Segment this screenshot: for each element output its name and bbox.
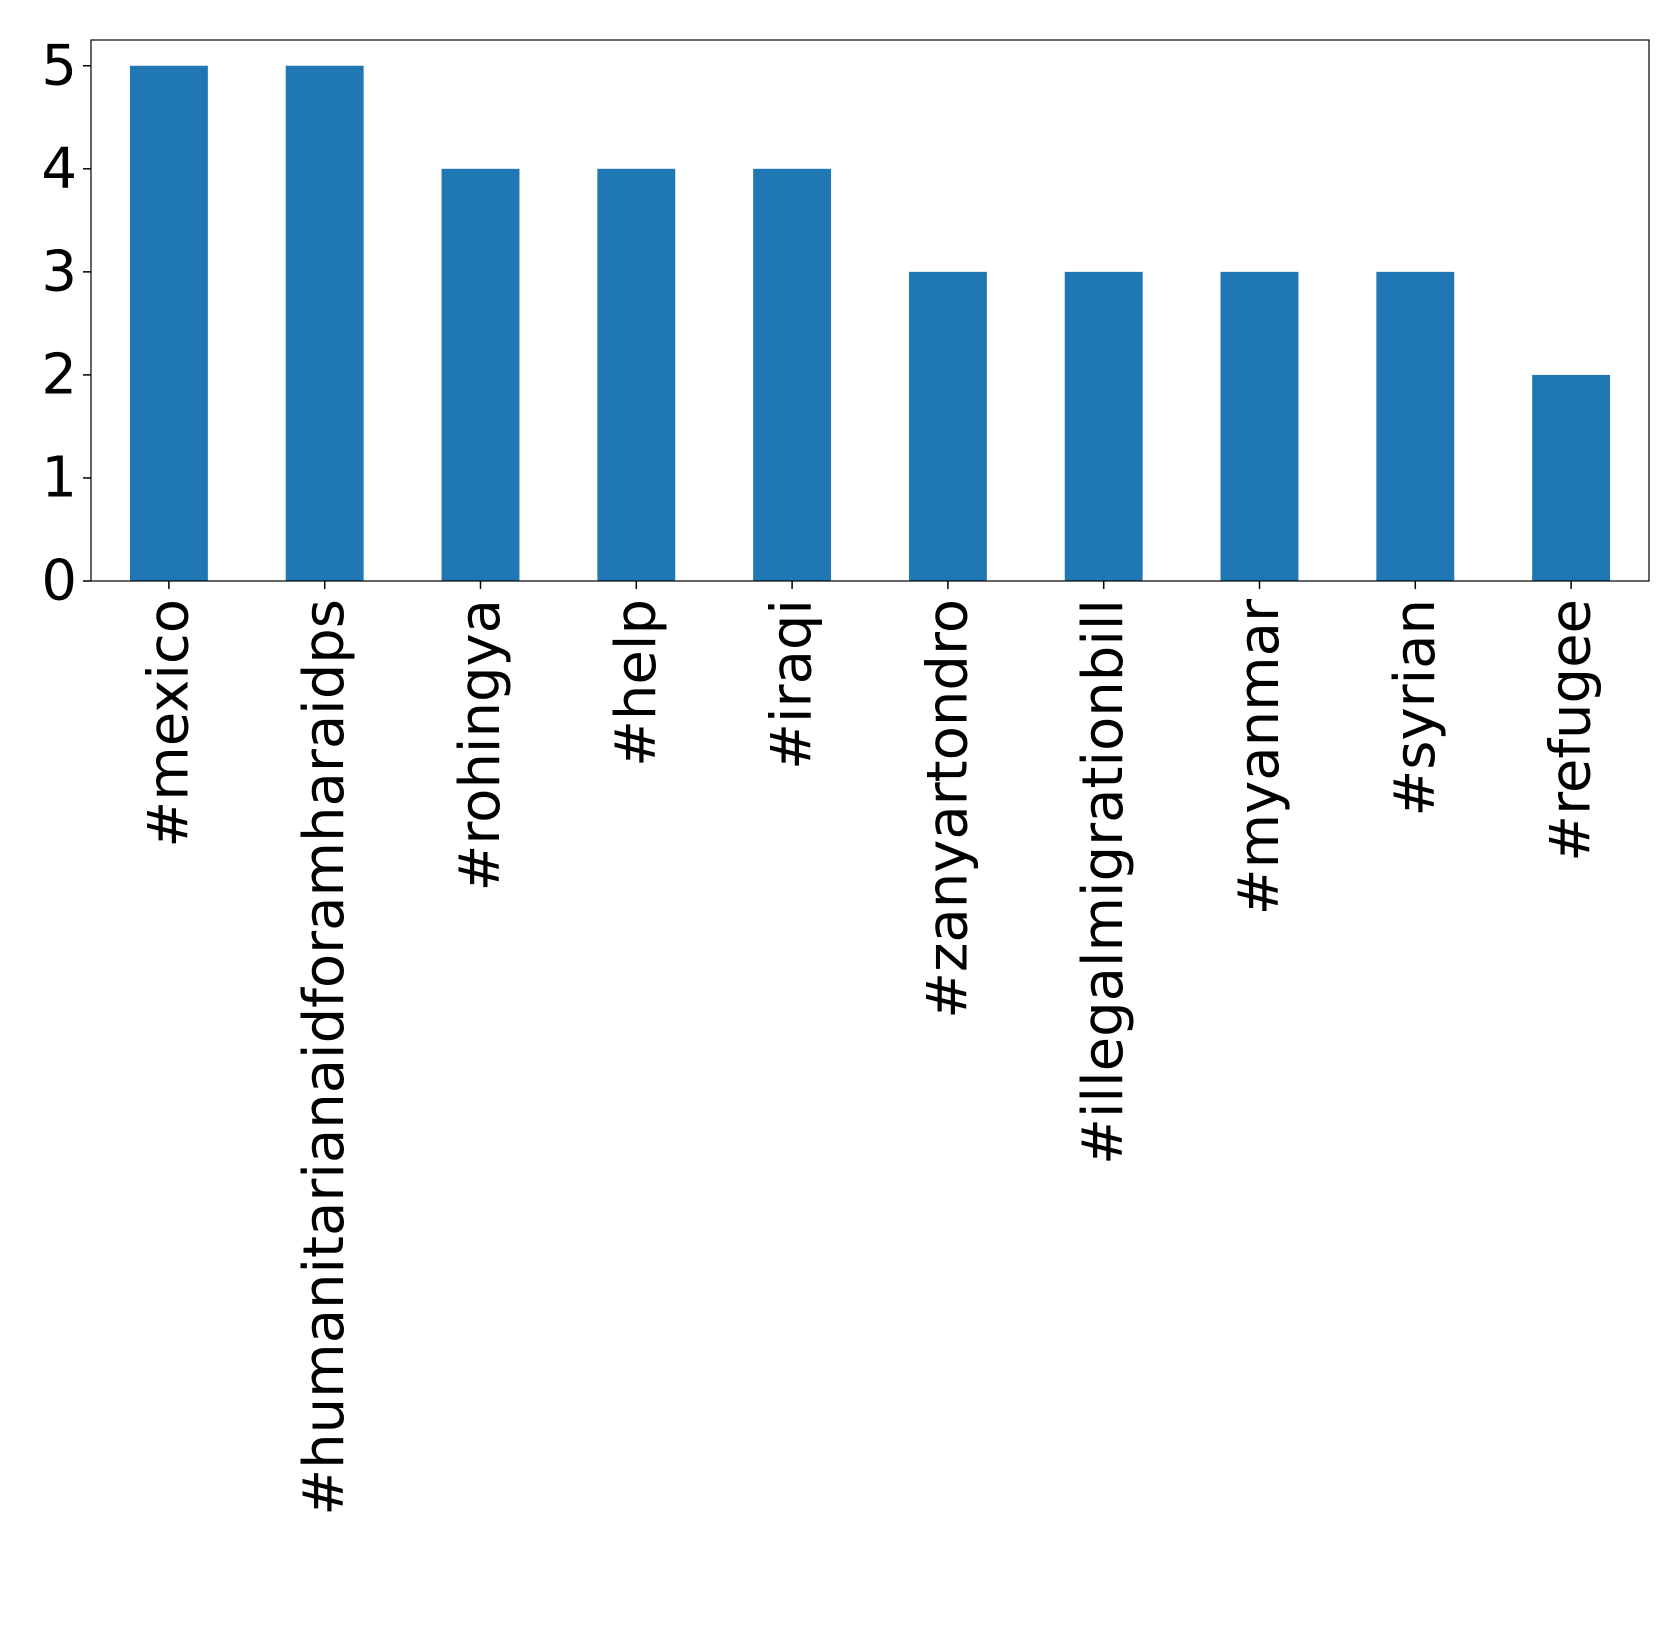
bar-8 (1376, 271, 1455, 581)
x-tick-label-4: #iraqi (760, 599, 825, 770)
y-tick-label-5: 5 (41, 33, 77, 98)
y-tick-label-2: 2 (41, 342, 77, 407)
bar-9 (1532, 374, 1611, 581)
plot-frame (90, 39, 1650, 582)
bar-5 (908, 271, 987, 581)
x-axis: #mexico #humanitarianaidforamharaidps #roh… (136, 581, 1604, 1516)
y-tick-label-1: 1 (41, 445, 77, 510)
bar-7 (1220, 271, 1299, 581)
x-tick-label-0: #mexico (136, 599, 201, 848)
bar-6 (1064, 271, 1143, 581)
bar-3 (597, 168, 676, 582)
y-tick-label-0: 0 (41, 549, 77, 614)
bar-1 (285, 65, 364, 581)
y-tick-label-4: 4 (41, 136, 77, 201)
x-tick-label-7: #myanmar (1227, 598, 1292, 915)
x-tick-label-3: #help (604, 599, 669, 767)
x-tick-label-2: #rohingya (448, 599, 513, 892)
bars-group (129, 65, 1611, 582)
x-tick-label-8: #syrian (1383, 599, 1448, 817)
bar-4 (753, 168, 832, 582)
bar-0 (129, 65, 208, 581)
x-tick-label-6: #illegalmigrationbill (1071, 599, 1136, 1165)
x-tick-label-9: #refugee (1539, 599, 1604, 862)
bar-2 (441, 168, 520, 582)
x-tick-label-1: #humanitarianaidforamharaidps (292, 599, 357, 1516)
y-axis: 0 1 2 3 4 5 (41, 33, 91, 614)
x-tick-label-5: #zanyartondro (915, 599, 980, 1019)
y-tick-label-3: 3 (41, 239, 77, 304)
